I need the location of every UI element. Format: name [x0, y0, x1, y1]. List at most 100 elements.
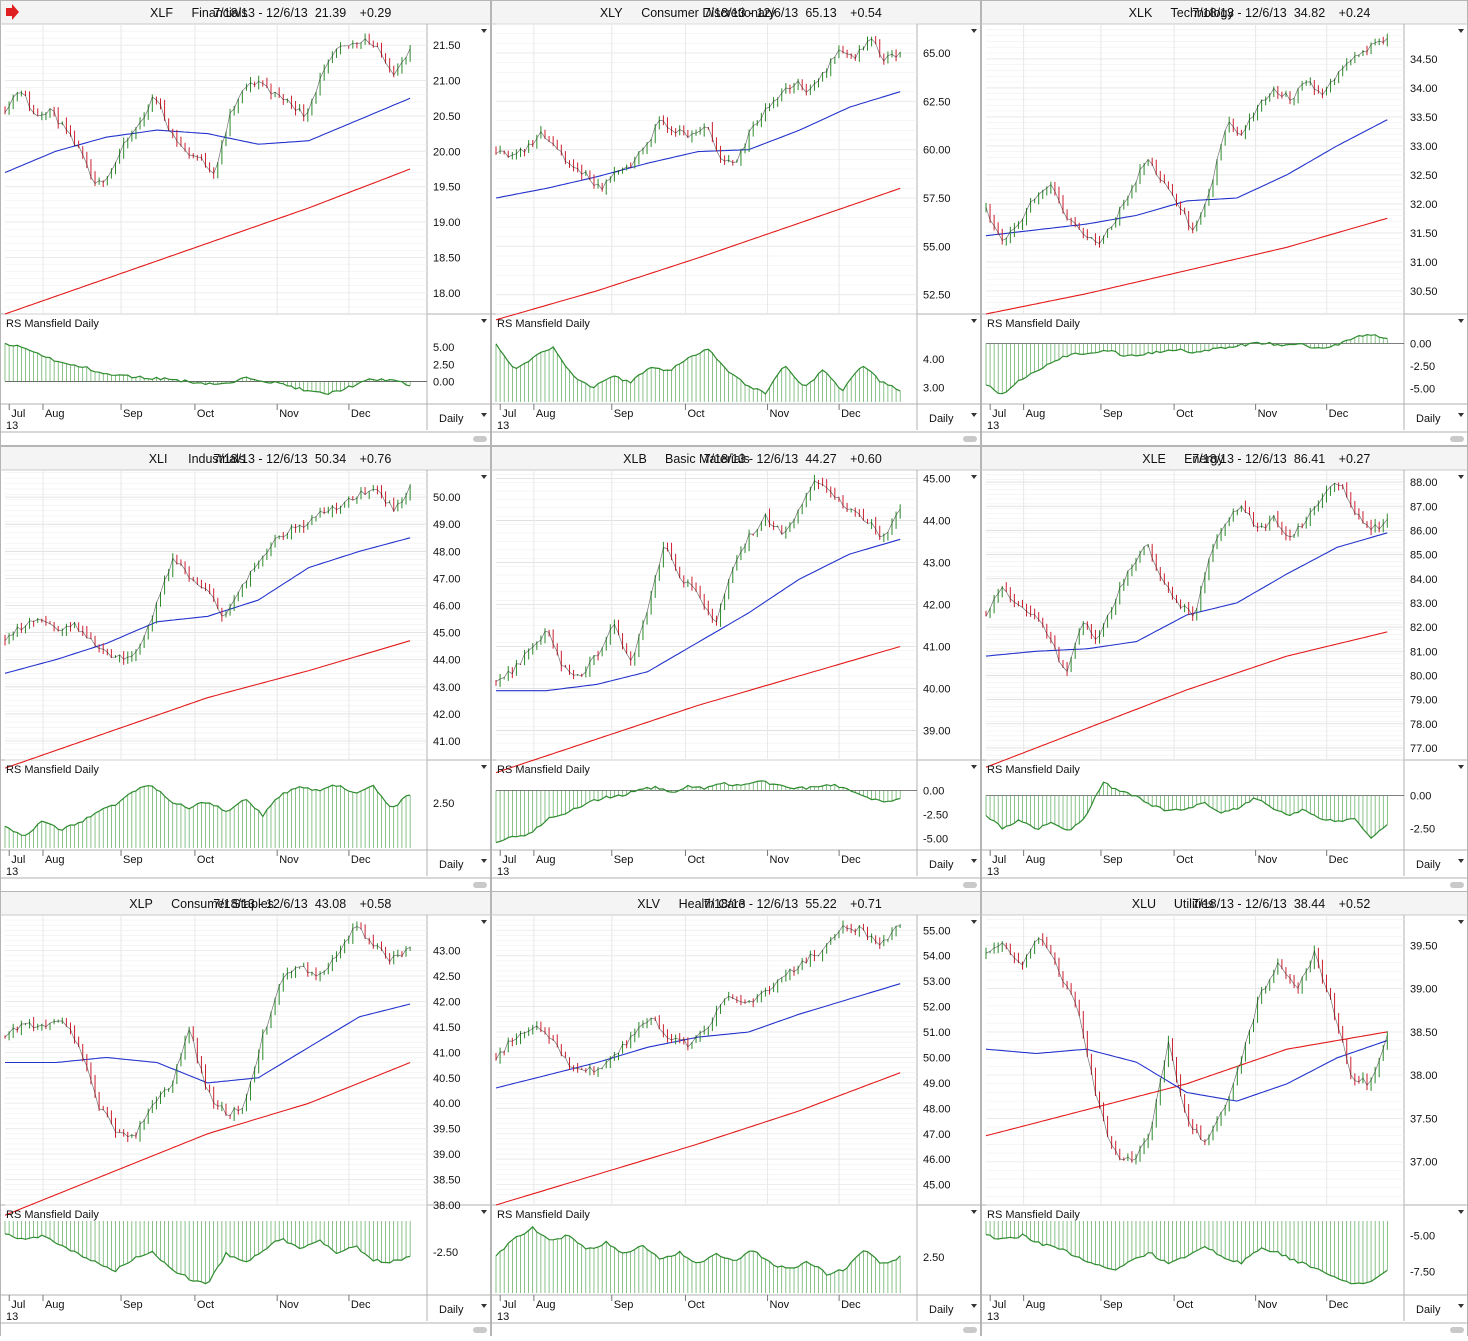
period-menu-arrow-icon[interactable]	[971, 859, 977, 863]
scroll-handle[interactable]	[963, 1327, 977, 1333]
month-label: Aug	[536, 854, 556, 866]
y-tick-label: 39.50	[1410, 940, 1438, 952]
rs-label: RS Mansfield Daily	[6, 318, 99, 330]
scroll-handle[interactable]	[473, 436, 487, 442]
ma-short-line	[985, 532, 1388, 657]
month-label: Dec	[841, 408, 861, 420]
period-menu-arrow-icon[interactable]	[1458, 1304, 1464, 1308]
y-tick-label: 65.00	[923, 48, 951, 60]
price-menu-arrow-icon[interactable]	[971, 29, 977, 33]
rs-menu-arrow-icon[interactable]	[971, 319, 977, 323]
price-menu-arrow-icon[interactable]	[1458, 29, 1464, 33]
date-range: 7/18/13 - 12/6/13	[704, 452, 799, 466]
scroll-handle[interactable]	[1450, 882, 1464, 888]
y-tick-label: 18.00	[433, 288, 461, 300]
price-close-line	[495, 925, 901, 1073]
period-menu-arrow-icon[interactable]	[1458, 859, 1464, 863]
scroll-handle[interactable]	[963, 436, 977, 442]
date-range: 7/18/13 - 12/6/13	[213, 897, 308, 911]
ma-long-line	[985, 631, 1388, 768]
rs-line	[985, 781, 1388, 840]
ticker-name: Financials	[192, 6, 248, 20]
scroll-handle[interactable]	[1450, 1327, 1464, 1333]
rs-menu-arrow-icon[interactable]	[481, 765, 487, 769]
rs-menu-arrow-icon[interactable]	[1458, 319, 1464, 323]
month-label: Oct	[1176, 408, 1193, 420]
date-range: 7/18/13 - 12/6/13	[1192, 6, 1287, 20]
month-label: Nov	[770, 1299, 790, 1311]
period-menu-arrow-icon[interactable]	[1458, 413, 1464, 417]
year-label: 13	[6, 420, 18, 432]
ticker-name: Energy	[1184, 452, 1224, 466]
month-label: Oct	[687, 408, 704, 420]
panel-frame	[0, 446, 491, 892]
month-label: Sep	[614, 854, 634, 866]
panel-frame	[491, 446, 981, 892]
price-change: +0.27	[1339, 452, 1371, 466]
ma-long-line	[985, 1031, 1388, 1137]
y-tick-label: 51.00	[923, 1027, 951, 1039]
y-tick-label: 78.00	[1410, 719, 1438, 731]
rs-tick-label: -5.00	[1410, 1230, 1435, 1242]
scroll-handle[interactable]	[963, 882, 977, 888]
scroll-handle[interactable]	[473, 1327, 487, 1333]
price-menu-arrow-icon[interactable]	[971, 475, 977, 479]
ticker-name: Consumer Discretionary	[641, 6, 776, 20]
month-label: Oct	[197, 1299, 214, 1311]
ma-short-line	[4, 97, 411, 174]
y-tick-label: 42.00	[433, 709, 461, 721]
y-tick-label: 41.50	[433, 1022, 461, 1034]
month-label: Nov	[1258, 1299, 1278, 1311]
y-tick-label: 33.00	[1410, 141, 1438, 153]
y-tick-label: 41.00	[433, 736, 461, 748]
y-tick-label: 49.00	[923, 1078, 951, 1090]
period-menu-arrow-icon[interactable]	[971, 1304, 977, 1308]
last-price: 43.08	[315, 897, 346, 911]
last-price: 55.22	[805, 897, 836, 911]
y-tick-label: 57.50	[923, 193, 951, 205]
y-tick-label: 20.00	[433, 146, 461, 158]
price-menu-arrow-icon[interactable]	[1458, 475, 1464, 479]
rs-menu-arrow-icon[interactable]	[1458, 765, 1464, 769]
period-menu-arrow-icon[interactable]	[481, 413, 487, 417]
scroll-handle[interactable]	[473, 882, 487, 888]
rs-menu-arrow-icon[interactable]	[971, 765, 977, 769]
rs-line	[4, 342, 411, 396]
period-menu-arrow-icon[interactable]	[481, 859, 487, 863]
price-menu-arrow-icon[interactable]	[1458, 920, 1464, 924]
rs-menu-arrow-icon[interactable]	[1458, 1210, 1464, 1214]
price-change: +0.76	[360, 452, 392, 466]
date-range: 7/18/13 - 12/6/13	[213, 6, 308, 20]
period-menu-arrow-icon[interactable]	[971, 413, 977, 417]
last-price: 38.44	[1294, 897, 1325, 911]
month-label: Sep	[614, 1299, 634, 1311]
period-menu-arrow-icon[interactable]	[481, 1304, 487, 1308]
red-arrow-icon[interactable]	[6, 4, 19, 20]
price-menu-arrow-icon[interactable]	[971, 920, 977, 924]
y-tick-label: 45.00	[923, 1180, 951, 1192]
ticker-symbol: XLE	[1142, 452, 1166, 466]
month-label: Aug	[45, 408, 65, 420]
rs-label: RS Mansfield Daily	[497, 318, 590, 330]
scroll-handle[interactable]	[1450, 436, 1464, 442]
y-tick-label: 21.00	[433, 76, 461, 88]
rs-menu-arrow-icon[interactable]	[481, 1210, 487, 1214]
price-menu-arrow-icon[interactable]	[481, 920, 487, 924]
price-menu-arrow-icon[interactable]	[481, 29, 487, 33]
y-tick-label: 33.50	[1410, 112, 1438, 124]
rs-menu-arrow-icon[interactable]	[481, 319, 487, 323]
y-tick-label: 38.50	[1410, 1027, 1438, 1039]
price-menu-arrow-icon[interactable]	[481, 475, 487, 479]
price-close-line	[985, 38, 1388, 245]
y-tick-label: 86.00	[1410, 525, 1438, 537]
ma-short-line	[4, 537, 411, 674]
month-label: Aug	[536, 408, 556, 420]
month-label: Jul	[11, 1299, 25, 1311]
red-arrow-shape	[6, 4, 19, 20]
y-tick-label: 19.00	[433, 217, 461, 229]
rs-menu-arrow-icon[interactable]	[971, 1210, 977, 1214]
